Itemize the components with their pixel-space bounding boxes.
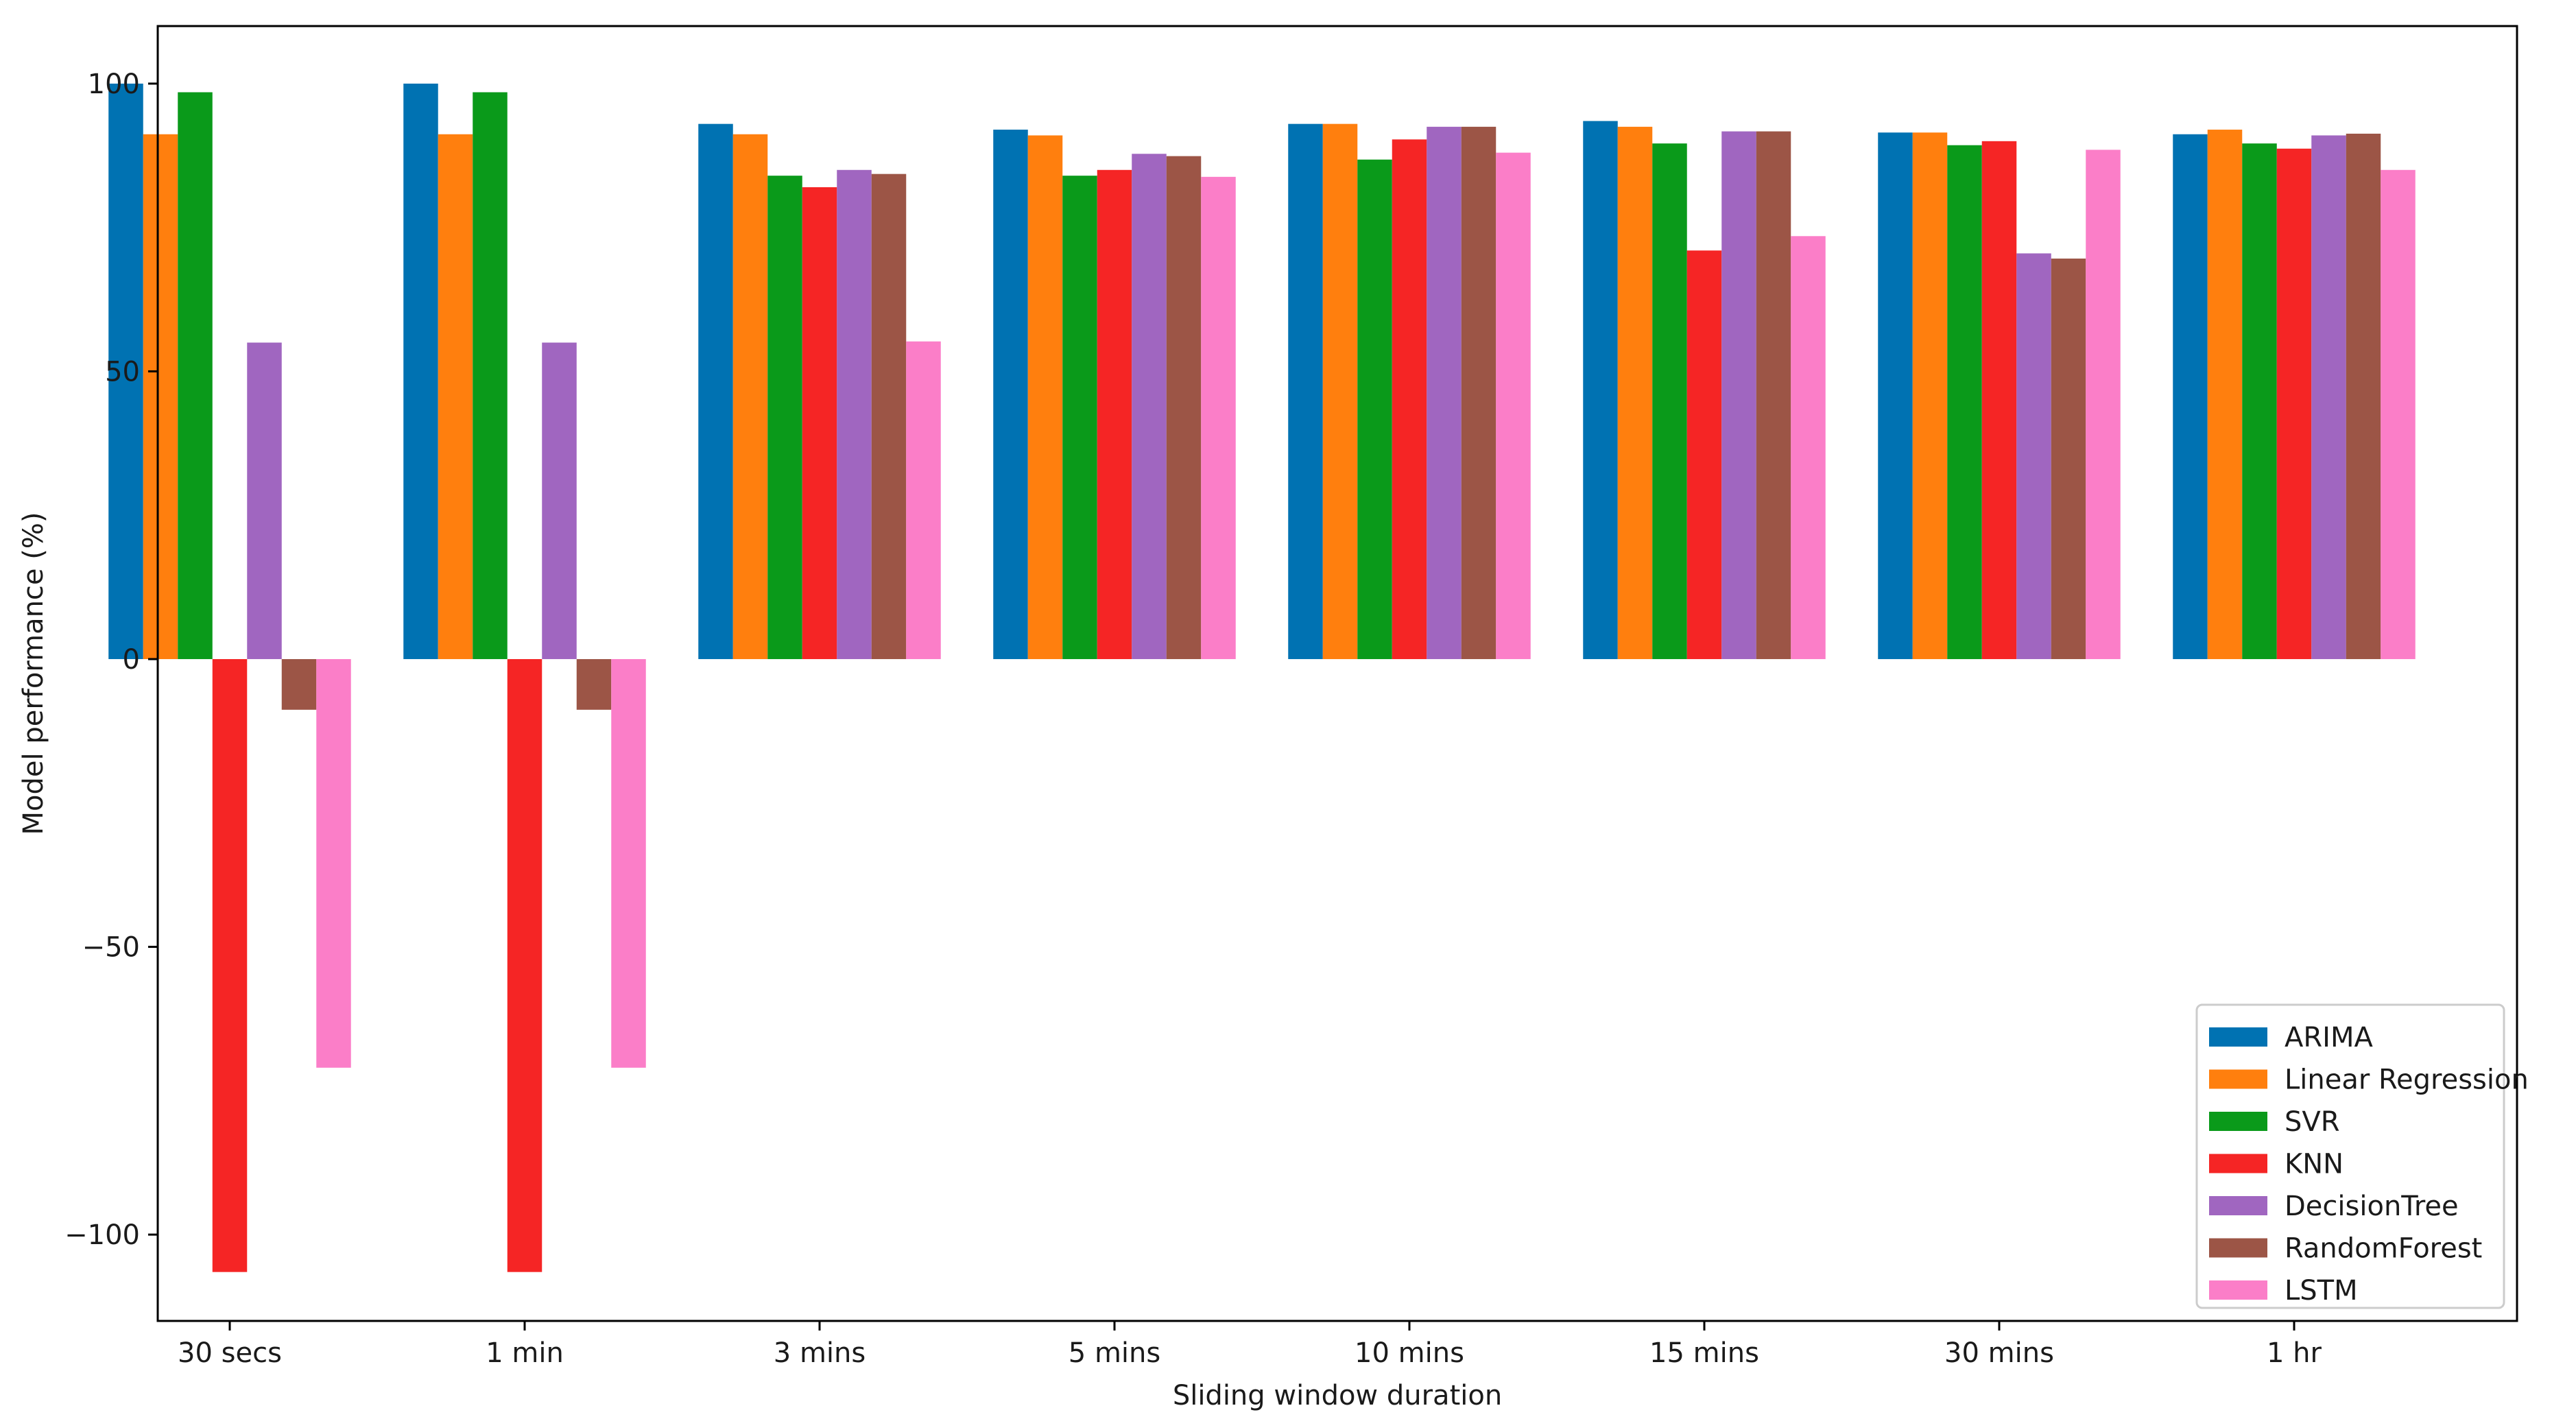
x-tick-label: 30 mins: [1944, 1337, 2054, 1369]
bar-knn-4: [1392, 139, 1427, 660]
y-tick-label: 50: [105, 356, 140, 387]
bar-svr-2: [767, 176, 802, 660]
bar-linear-regression-4: [1322, 123, 1358, 660]
legend-swatch: [2209, 1112, 2267, 1131]
legend-swatch: [2209, 1280, 2267, 1300]
bar-decisiontree-6: [2016, 253, 2051, 660]
x-tick-label: 10 mins: [1355, 1337, 1464, 1369]
bar-linear-regression-0: [143, 134, 178, 660]
bar-randomforest-3: [1166, 156, 1202, 660]
bar-arima-4: [1288, 123, 1323, 660]
x-tick-label: 1 min: [486, 1337, 564, 1369]
bar-randomforest-2: [871, 174, 907, 660]
bar-linear-regression-2: [732, 134, 768, 660]
bar-arima-2: [698, 123, 733, 660]
bar-arima-7: [2173, 134, 2208, 660]
bar-linear-regression-7: [2207, 130, 2243, 660]
bar-decisiontree-3: [1132, 154, 1167, 660]
bar-randomforest-5: [1756, 131, 1791, 660]
legend-label: SVR: [2285, 1106, 2340, 1138]
bar-linear-regression-6: [1912, 132, 1948, 660]
bar-svr-5: [1652, 143, 1687, 660]
y-axis-label: Model performance (%): [18, 512, 49, 835]
axes-layer: 100 50 0 −50 −100 30 secs 1 min 3 mins 5 mins 10 …: [64, 25, 2518, 1369]
bar-linear-regression-1: [438, 134, 473, 660]
legend-box: [2195, 1003, 2505, 1309]
legend-label: RandomForest: [2285, 1233, 2482, 1265]
legend-swatch: [2209, 1196, 2267, 1215]
bar-lstm-5: [1791, 236, 1826, 660]
x-tick-label: 3 mins: [774, 1337, 866, 1369]
bar-randomforest-6: [2051, 259, 2086, 660]
bar-svr-0: [178, 92, 213, 660]
y-tick-label: 100: [88, 69, 140, 100]
bar-randomforest-1: [576, 659, 612, 710]
x-tick-label: 15 mins: [1649, 1337, 1759, 1369]
bar-linear-regression-5: [1617, 126, 1653, 660]
plot-frame: [156, 25, 2518, 1322]
legend-label: LSTM: [2285, 1275, 2358, 1307]
legend-swatch: [2209, 1027, 2267, 1047]
bar-svr-4: [1357, 159, 1392, 660]
bar-svr-1: [473, 92, 508, 660]
legend: ARIMA Linear Regression SVR KNN DecisionTree…: [2195, 1003, 2529, 1309]
bars-layer: [108, 83, 2416, 1272]
bar-lstm-0: [316, 659, 351, 1068]
bar-arima-3: [993, 130, 1028, 660]
legend-label: KNN: [2285, 1149, 2344, 1180]
x-tick-label: 1 hr: [2267, 1337, 2322, 1369]
bar-decisiontree-4: [1427, 126, 1462, 660]
y-tick-label: −50: [82, 932, 140, 964]
bar-decisiontree-7: [2311, 135, 2346, 660]
y-tick-label: 0: [123, 644, 140, 676]
bar-lstm-1: [611, 659, 646, 1068]
legend-label: ARIMA: [2285, 1022, 2373, 1053]
bar-svr-7: [2242, 143, 2277, 660]
bar-randomforest-4: [1461, 126, 1496, 660]
bar-svr-3: [1062, 176, 1097, 660]
bar-knn-3: [1097, 169, 1132, 660]
bar-knn-5: [1686, 250, 1722, 660]
x-tick-label: 30 secs: [178, 1337, 282, 1369]
x-tick-label: 5 mins: [1069, 1337, 1160, 1369]
bar-knn-1: [507, 659, 542, 1272]
bar-decisiontree-5: [1721, 131, 1756, 660]
bar-lstm-6: [2086, 150, 2121, 660]
bar-arima-1: [403, 83, 438, 660]
bar-lstm-7: [2381, 169, 2416, 660]
y-tick-label: −100: [64, 1219, 140, 1251]
bar-lstm-4: [1496, 152, 1531, 660]
legend-label: DecisionTree: [2285, 1191, 2459, 1222]
bar-lstm-3: [1201, 176, 1236, 660]
bar-arima-0: [108, 83, 143, 660]
bar-linear-regression-3: [1027, 135, 1063, 660]
bar-arima-6: [1878, 132, 1913, 660]
legend-label: Linear Regression: [2285, 1064, 2529, 1096]
bar-decisiontree-1: [542, 342, 577, 660]
legend-swatch: [2209, 1154, 2267, 1173]
bar-decisiontree-0: [247, 342, 282, 660]
bar-knn-2: [802, 187, 837, 660]
x-axis-label: Sliding window duration: [1173, 1380, 1502, 1411]
bar-knn-7: [2276, 148, 2312, 660]
legend-swatch: [2209, 1238, 2267, 1258]
bar-randomforest-7: [2346, 133, 2381, 660]
bar-svr-6: [1947, 145, 1982, 660]
legend-swatch: [2209, 1069, 2267, 1089]
bar-decisiontree-2: [837, 169, 872, 660]
bar-arima-5: [1583, 121, 1618, 660]
bar-randomforest-0: [281, 659, 317, 710]
bar-knn-6: [1981, 141, 2017, 660]
bar-lstm-2: [906, 341, 941, 660]
bar-knn-0: [212, 659, 248, 1272]
